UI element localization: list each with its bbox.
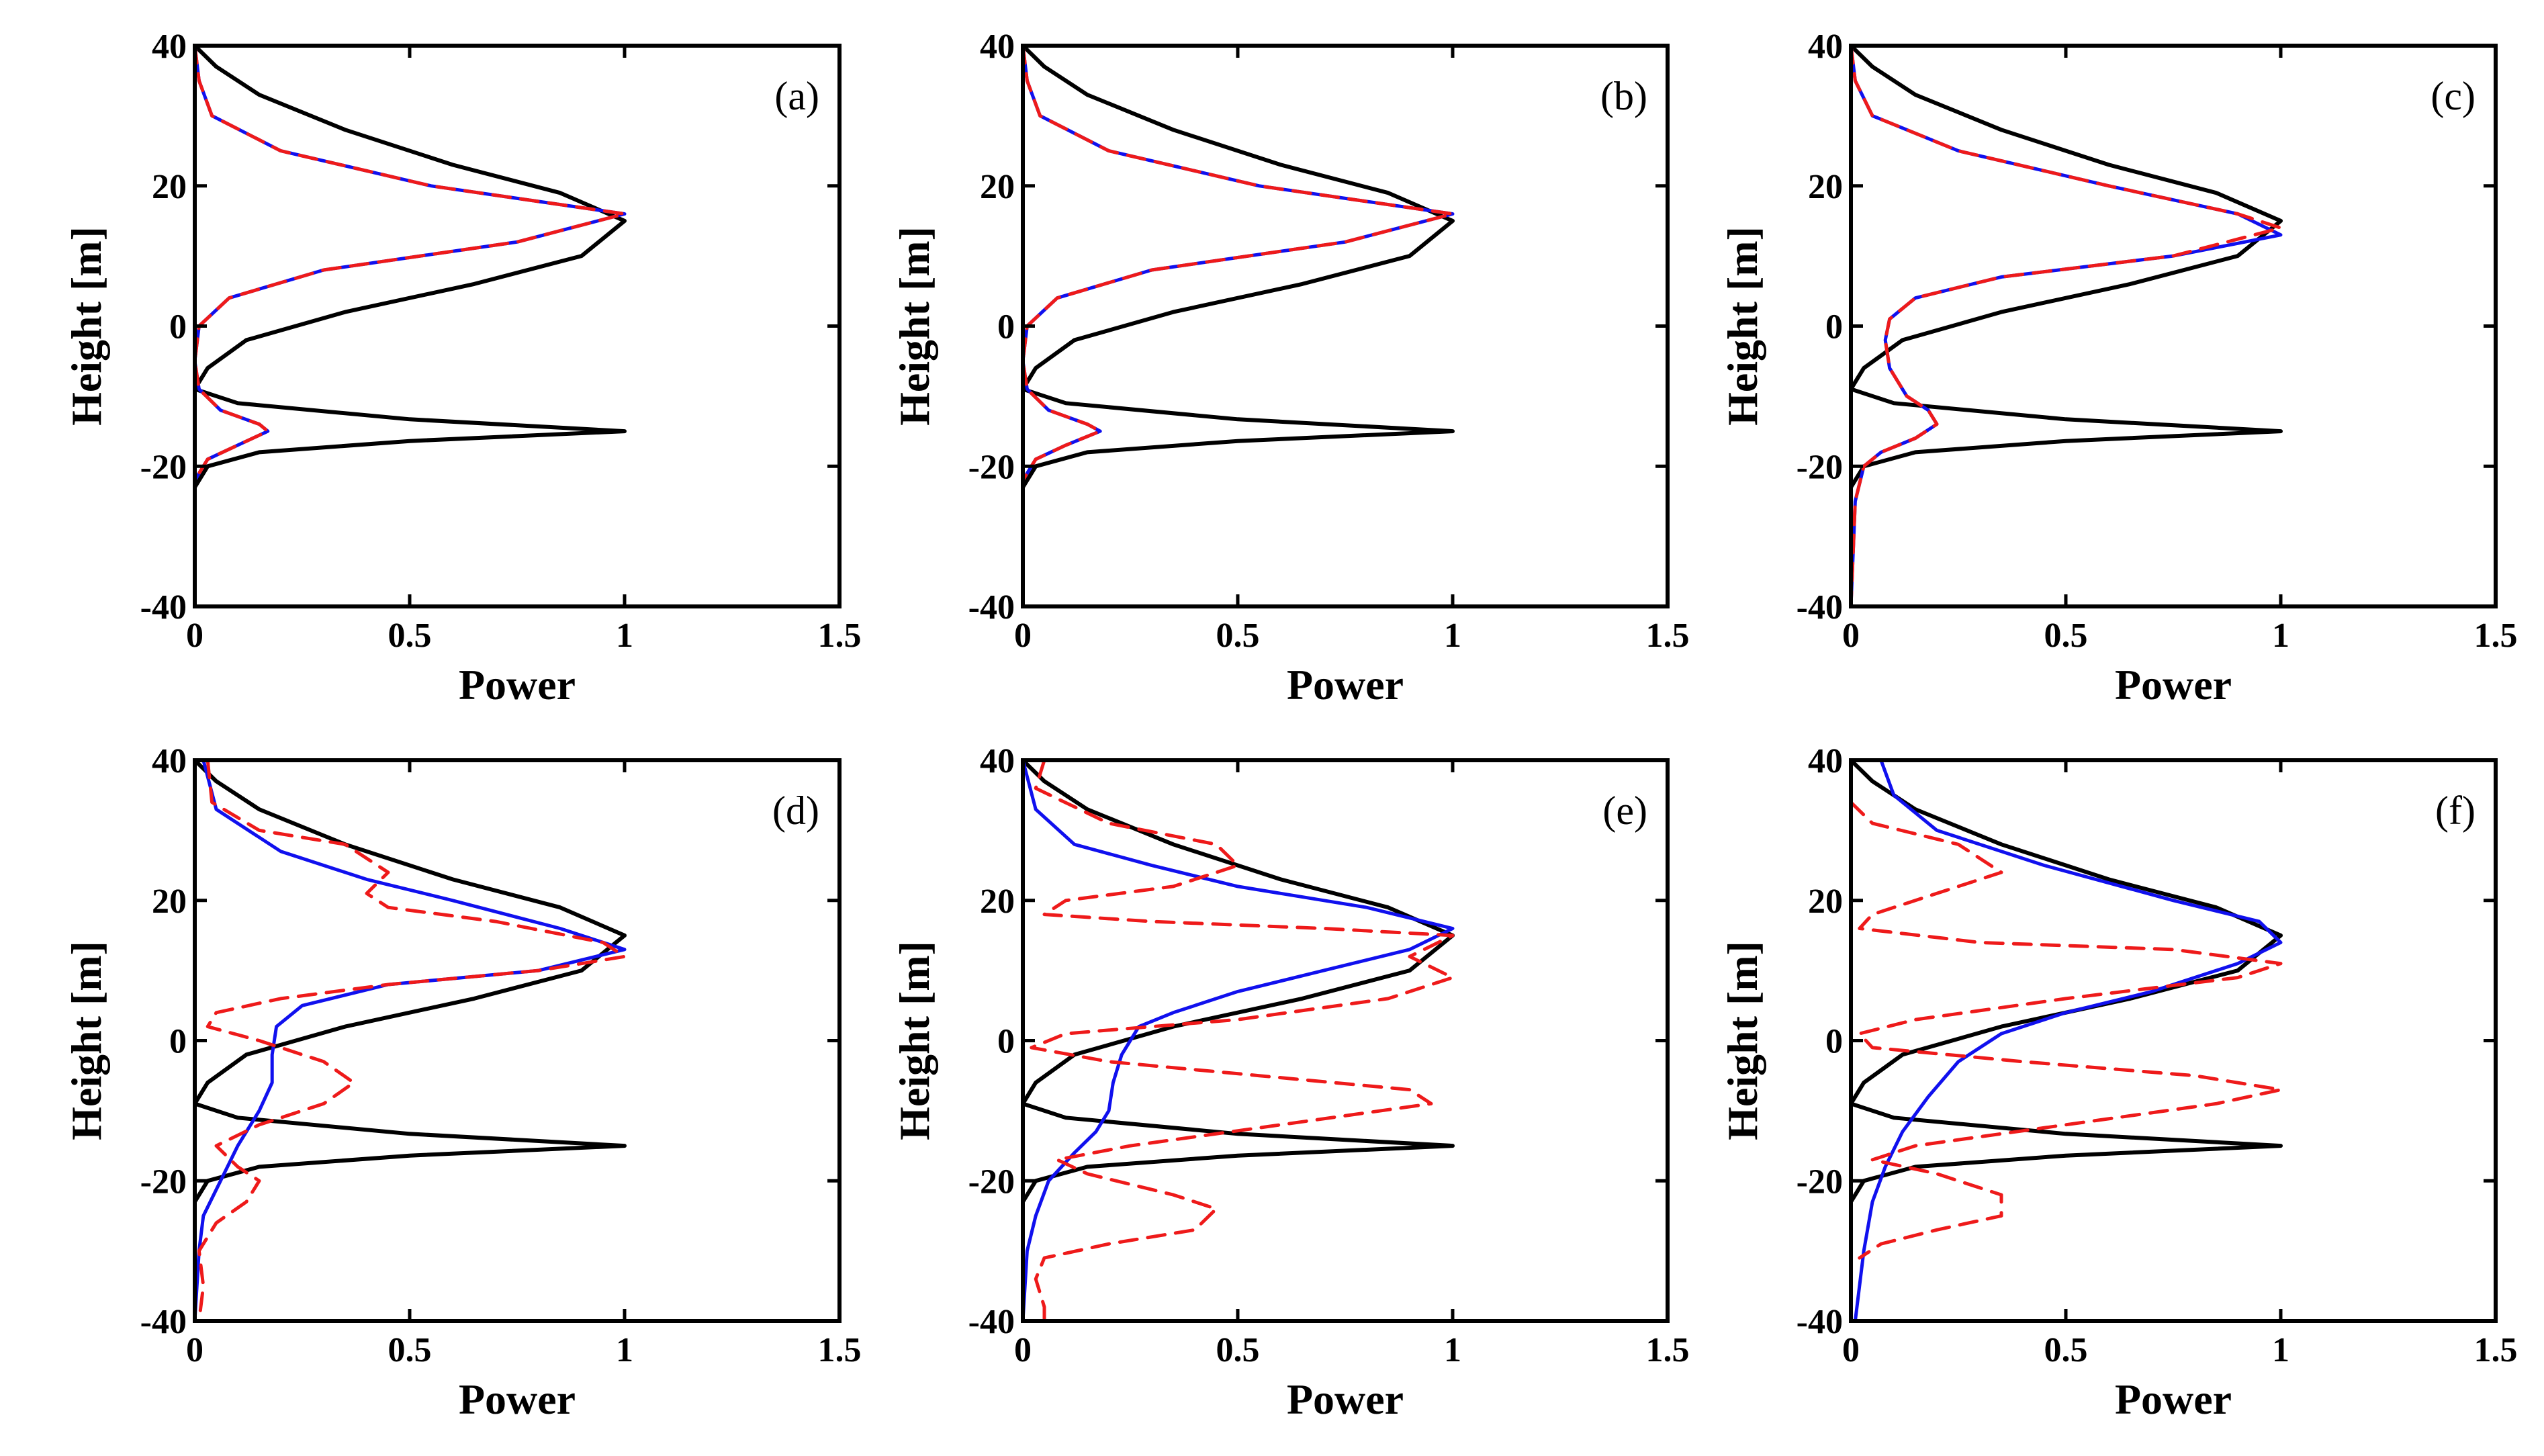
panel-letter: (c) <box>2431 74 2475 118</box>
y-tick-label: 40 <box>152 742 187 780</box>
series-estimate-dashed <box>197 760 627 1321</box>
y-tick-label: -20 <box>1797 448 1843 486</box>
panel-c: 0 0.5 1 1.5 -40 -20 0 20 40 Power Height [m] (c) <box>1719 28 2518 709</box>
x-tick-label: 0.5 <box>2044 1331 2088 1369</box>
y-tick-label: -40 <box>140 588 187 627</box>
x-tick-label: 1.5 <box>818 617 862 655</box>
series-reference <box>195 46 627 606</box>
y-tick-label: 0 <box>169 308 187 347</box>
y-tick-label: 20 <box>1808 882 1843 921</box>
y-tick-label: 0 <box>1825 308 1843 347</box>
x-tick-label: 0.5 <box>1216 1331 1260 1369</box>
y-tick-label: 40 <box>980 28 1015 66</box>
y-axis-label: Height [m] <box>891 941 938 1140</box>
panel-e: 0 0.5 1 1.5 -40 -20 0 20 40 Power Height [m] (e) <box>891 742 1690 1423</box>
panel-letter: (a) <box>774 74 819 118</box>
x-tick-label: 0.5 <box>1216 617 1260 655</box>
x-tick-label: 0 <box>1014 617 1032 655</box>
x-tick-label: 1.5 <box>2474 617 2518 655</box>
y-tick-label: 0 <box>997 1023 1015 1061</box>
x-tick-label: 1.5 <box>2474 1331 2518 1369</box>
series-estimate-dashed <box>1851 801 2283 1260</box>
x-axis-label: Power <box>459 661 576 709</box>
x-tick-label: 0.5 <box>388 1331 432 1369</box>
panel-letter: (e) <box>1602 788 1647 833</box>
x-tick-label: 0 <box>1842 1331 1860 1369</box>
y-tick-label: 40 <box>1808 28 1843 66</box>
x-tick-label: 0 <box>1014 1331 1032 1369</box>
y-tick-label: 40 <box>152 28 187 66</box>
panel-letter: (f) <box>2435 788 2475 833</box>
y-tick-label: 0 <box>997 308 1015 347</box>
y-tick-label: -20 <box>968 448 1015 486</box>
x-axis-label: Power <box>459 1375 576 1423</box>
y-axis-label: Height [m] <box>62 226 110 426</box>
y-tick-label: -20 <box>140 1163 187 1201</box>
y-tick-label: -40 <box>968 1303 1015 1341</box>
y-tick-label: -20 <box>140 448 187 486</box>
y-tick-label: 20 <box>980 168 1015 206</box>
x-axis-label: Power <box>2115 661 2232 709</box>
series-estimate-dashed <box>1851 46 2283 606</box>
y-tick-label: 0 <box>169 1023 187 1061</box>
y-tick-label: -20 <box>1797 1163 1843 1201</box>
y-axis-label: Height [m] <box>62 941 110 1140</box>
y-tick-label: 40 <box>980 742 1015 780</box>
y-tick-label: -40 <box>968 588 1015 627</box>
panel-f: 0 0.5 1 1.5 -40 -20 0 20 40 Power Height [m] (f) <box>1719 742 2518 1423</box>
y-tick-label: 20 <box>980 882 1015 921</box>
y-tick-label: 0 <box>1825 1023 1843 1061</box>
series-estimate-dashed <box>1030 760 1455 1321</box>
x-tick-label: 0 <box>1842 617 1860 655</box>
y-tick-label: 20 <box>152 882 187 921</box>
y-tick-label: 20 <box>152 168 187 206</box>
y-axis-label: Height [m] <box>1719 941 1766 1140</box>
y-tick-label: -20 <box>968 1163 1015 1201</box>
y-axis-label: Height [m] <box>891 226 938 426</box>
x-axis-label: Power <box>1287 1375 1404 1423</box>
panel-a: 0 0.5 1 1.5 -40 -20 0 20 40 Power Height [m] (a) <box>62 28 862 709</box>
x-tick-label: 1.5 <box>1646 617 1690 655</box>
panel-b: 0 0.5 1 1.5 -40 -20 0 20 40 Power Height [m] (b) <box>891 28 1690 709</box>
panel-letter: (b) <box>1600 74 1647 118</box>
x-tick-label: 1 <box>1444 1331 1461 1369</box>
y-tick-label: -40 <box>1797 1303 1843 1341</box>
x-tick-label: 1.5 <box>818 1331 862 1369</box>
series-estimate-solid <box>1853 760 2283 1321</box>
x-tick-label: 1 <box>1444 617 1461 655</box>
x-tick-label: 1.5 <box>1646 1331 1690 1369</box>
x-tick-label: 1 <box>2272 1331 2289 1369</box>
y-axis-label: Height [m] <box>1719 226 1766 426</box>
x-axis-label: Power <box>2115 1375 2232 1423</box>
x-tick-label: 0 <box>186 617 203 655</box>
y-tick-label: 20 <box>1808 168 1843 206</box>
series-reference <box>1851 760 2283 1321</box>
x-tick-label: 0 <box>186 1331 203 1369</box>
x-tick-label: 1 <box>2272 617 2289 655</box>
series-estimate-solid <box>1023 760 1455 1321</box>
x-tick-label: 1 <box>616 1331 633 1369</box>
series-reference <box>1023 46 1455 606</box>
panel-d: 0 0.5 1 1.5 -40 -20 0 20 40 Power Height [m] (d) <box>62 742 862 1423</box>
series-reference <box>1851 46 2283 606</box>
x-axis-label: Power <box>1287 661 1404 709</box>
y-tick-label: 40 <box>1808 742 1843 780</box>
y-tick-label: -40 <box>140 1303 187 1341</box>
series-estimate-solid <box>195 760 627 1321</box>
x-tick-label: 0.5 <box>2044 617 2088 655</box>
x-tick-label: 0.5 <box>388 617 432 655</box>
y-tick-label: -40 <box>1797 588 1843 627</box>
x-tick-label: 1 <box>616 617 633 655</box>
panel-letter: (d) <box>772 788 819 833</box>
series-reference <box>195 760 627 1321</box>
